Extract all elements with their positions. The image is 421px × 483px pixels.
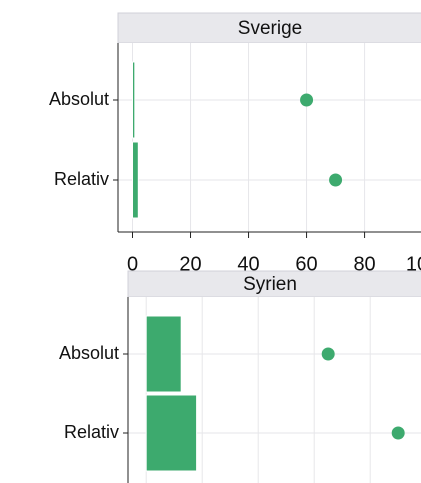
dot xyxy=(300,93,314,107)
x-tick-label: 20 xyxy=(179,253,201,275)
x-tick-label: 60 xyxy=(295,253,317,275)
panel-title: Syrien xyxy=(243,274,297,295)
panel-title: Sverige xyxy=(238,18,302,39)
title-band xyxy=(127,270,421,298)
dot xyxy=(329,173,343,187)
y-tick-label: Absolut xyxy=(59,343,119,363)
y-tick-label: Relativ xyxy=(64,422,119,442)
bar xyxy=(132,141,139,219)
x-tick-label: 100 xyxy=(406,253,421,275)
bar xyxy=(132,61,136,139)
x-tick-label: 80 xyxy=(353,253,375,275)
x-tick-label: 0 xyxy=(127,253,138,275)
y-tick-label: Relativ xyxy=(54,169,109,189)
bar xyxy=(145,315,182,393)
dot xyxy=(391,426,405,440)
title-band xyxy=(117,12,421,44)
dot xyxy=(321,347,335,361)
x-tick-label: 40 xyxy=(237,253,259,275)
bar xyxy=(145,394,198,472)
y-tick-label: Absolut xyxy=(49,89,109,109)
plot-area xyxy=(118,43,421,232)
